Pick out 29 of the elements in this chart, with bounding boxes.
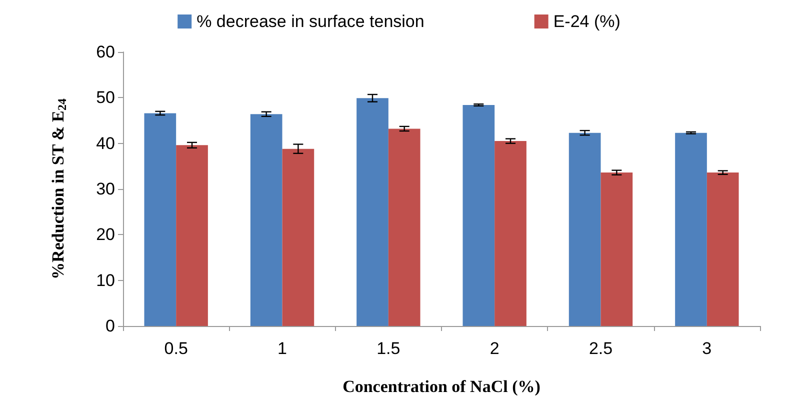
y-tick-label: 40 [96,134,115,153]
bar [568,132,601,326]
x-axis-title: Concentration of NaCl (%) [342,377,540,396]
bar [462,104,495,326]
y-tick-label: 20 [96,225,115,244]
y-tick-label: 60 [96,42,115,62]
x-tick-label: 1 [278,339,287,358]
bar [282,148,314,326]
x-tick-label: 2.5 [588,339,613,358]
bar [250,114,282,326]
bar [706,172,739,326]
x-tick-label: 2 [490,339,500,358]
y-tick-label: 0 [106,316,115,336]
bar [600,172,633,326]
legend-label: % decrease in surface tension [196,12,424,31]
x-tick-label: 1.5 [376,339,400,358]
x-tick-label: 0.5 [164,339,188,358]
bar [144,113,176,326]
y-tick-label: 30 [96,180,115,198]
y-tick-label: 10 [96,270,115,290]
bar [356,98,388,326]
y-axis-title: %Reduction in ST & E24 [48,98,69,280]
bar [675,132,707,326]
bar [388,128,420,326]
x-tick-label: 3 [702,339,712,358]
legend-label: E-24 (%) [553,12,620,31]
bar [494,141,526,326]
y-tick-label: 50 [96,88,115,108]
bar [176,145,208,326]
